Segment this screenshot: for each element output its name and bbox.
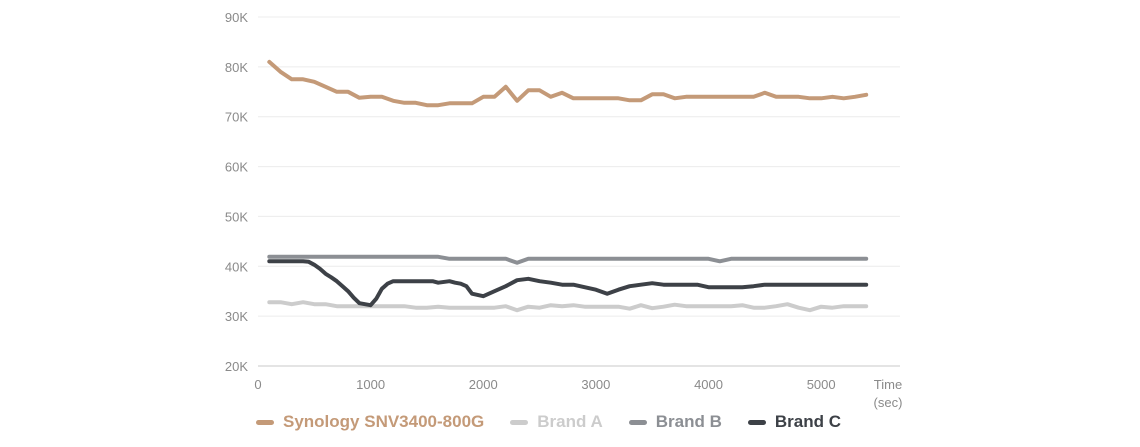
legend-item: Synology SNV3400-800G [256,412,484,432]
y-tick-label: 30K [225,309,248,324]
legend-label: Brand B [655,412,722,431]
y-axis-ticks: 20K 30K 40K 50K 60K 70K 80K 90K [225,10,248,374]
legend-item: Brand C [747,412,842,432]
series-lines [267,59,869,313]
x-axis-ticks: 0 1000 2000 3000 4000 5000 [254,377,835,392]
y-tick-label: 80K [225,60,248,75]
legend-item: Brand B [628,412,722,432]
x-tick-label: 2000 [469,377,498,392]
legend-label: Synology SNV3400-800G [283,412,485,431]
series-line-2 [267,254,869,265]
x-tick-label: 0 [254,377,261,392]
legend-label: Brand C [774,412,842,431]
y-tick-label: 90K [225,10,248,25]
legend-swatch [628,419,647,425]
legend-item: Brand A [510,412,603,432]
legend-swatch [256,419,274,425]
y-tick-label: 70K [225,110,248,125]
x-tick-label: 1000 [356,377,385,392]
x-tick-label: 3000 [581,377,610,392]
series-line-0 [267,59,869,108]
legend-swatch [747,419,766,425]
series-line-3 [267,259,869,308]
gridlines [258,16,900,317]
y-tick-label: 40K [225,259,248,274]
y-tick-label: 50K [225,209,248,224]
legend-swatch [510,419,529,425]
x-axis-label: Time [874,377,902,392]
x-tick-label: 5000 [807,377,836,392]
y-tick-label: 60K [225,160,248,175]
x-tick-label: 4000 [694,377,723,392]
legend: Synology SNV3400-800G Brand A Brand B Brand… [256,412,841,432]
x-axis-unit: (sec) [874,395,903,410]
y-tick-label: 20K [225,359,248,374]
legend-label: Brand A [537,412,603,431]
